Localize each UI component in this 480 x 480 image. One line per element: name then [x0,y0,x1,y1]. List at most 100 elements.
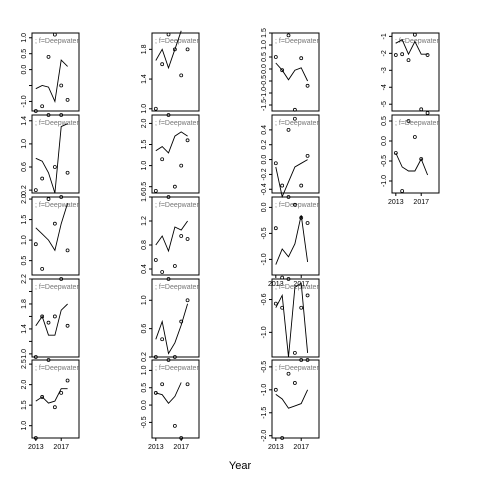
y-tick-label: 0.0 [261,155,268,165]
data-point [172,423,177,428]
y-tick-label: 0.0 [261,64,268,74]
panel-2-1: ; f=Deepwater 0.4 0.8 1.2 1.6 [141,192,200,276]
y-tick-label: 1.4 [141,74,148,84]
data-point [305,221,310,225]
y-tick-label: 1.5 [141,140,148,150]
x-tick-label: 2013 [388,199,404,206]
y-tick-label: 2.2 [21,274,28,284]
panel-0-0: ; f=Deepwater -1.0 0.0 0.5 1.0 [21,32,80,113]
data-point [305,293,310,298]
series-line [275,215,309,265]
data-point [59,277,64,281]
data-point [166,277,171,281]
data-point [33,355,38,359]
panel-4-0: ; f=Deepwater 1.0 1.5 2.0 2.5 2013 2017 [21,358,80,451]
data-point [59,390,64,395]
data-point [273,55,278,59]
data-point [52,405,57,410]
y-tick-label: 0.0 [21,65,28,75]
panel-3-1: ; f=Deepwater 0.2 0.6 1.0 [141,277,200,362]
y-tick-label: 1.8 [21,299,28,309]
facet-title: ; f=Deepwater [275,284,319,291]
y-tick-label: 0.5 [141,383,148,393]
facet-title: ; f=Deepwater [35,202,79,209]
data-point [419,107,424,112]
data-point [280,183,285,188]
x-axis-label: Year [228,460,252,472]
data-point [172,184,177,189]
y-tick-label: 0.2 [141,352,148,362]
x-tick-label: 2017 [173,444,189,451]
panel-1-1: ; f=Deepwater 0.5 1.0 1.5 2.0 [141,113,200,194]
data-point [65,378,70,383]
x-tick-label: 2017 [53,444,69,451]
data-point [185,47,190,52]
panel-4-1: ; f=Deepwater -0.5 0.0 0.5 1.0 2013 2017 [141,358,200,451]
data-point [292,116,297,121]
y-tick-label: -0.6 [261,293,268,305]
y-tick-label: -1.5 [261,99,268,111]
y-tick-label: -1.0 [21,95,28,107]
facet-title: ; f=Deepwater [395,120,439,127]
data-point [425,111,430,115]
panel-0-3: ; f=Deepwater -5 -4 -3 -2 -1 [381,32,440,112]
data-point [286,277,291,281]
data-point [406,119,411,123]
y-tick-label: -0.4 [261,183,268,195]
data-point [305,153,310,158]
y-tick-label: -1.5 [261,407,268,419]
data-point [160,62,165,67]
y-tick-label: 0.4 [141,264,148,274]
data-point [273,387,278,392]
data-point [172,264,177,268]
y-tick-label: -4 [381,84,388,90]
y-tick-label: 2.0 [141,118,148,128]
series-line [155,220,188,253]
y-tick-label: 1.0 [21,349,28,359]
y-tick-label: -0.5 [261,227,268,239]
data-point [286,371,291,376]
series-line [35,203,69,252]
panel-3-0: ; f=Deepwater 1.0 1.4 1.8 2.2 [21,274,80,359]
data-point [52,221,57,226]
data-point [179,319,184,324]
facet-title: ; f=Deepwater [275,38,319,45]
y-tick-label: -0.5 [261,75,268,87]
series-line [275,159,308,199]
data-point [273,226,278,231]
y-tick-label: -5 [381,101,388,107]
data-point [33,188,38,193]
data-point [299,183,304,188]
data-point [425,53,430,57]
x-tick-label: 2013 [148,444,164,451]
data-point [160,157,165,162]
y-tick-label: 1.4 [21,324,28,334]
data-point [305,358,310,362]
data-point [65,248,70,253]
facet-title: ; f=Deepwater [35,38,79,45]
data-point [59,195,64,199]
data-point [40,314,45,319]
data-point [153,258,158,262]
data-point [33,436,38,440]
y-tick-label: 0.0 [381,136,388,146]
y-tick-label: 0.5 [141,182,148,192]
data-point [406,58,411,63]
y-tick-label: 1.0 [21,421,28,431]
data-point [59,83,64,88]
data-point [166,113,171,117]
panel-frame [151,359,200,439]
data-point [419,157,424,161]
data-point [153,391,158,395]
facet-title: ; f=Deepwater [155,202,199,209]
series-line [35,123,68,194]
y-tick-label: 0.2 [261,140,268,150]
y-tick-label: -3 [381,67,388,73]
x-tick-label: 2013 [28,444,44,451]
data-point [52,165,57,169]
y-tick-label: 0.5 [261,52,268,62]
data-point [286,127,291,132]
panel-frame [31,114,80,194]
data-point [412,135,417,139]
y-tick-label: 0.6 [21,162,28,172]
